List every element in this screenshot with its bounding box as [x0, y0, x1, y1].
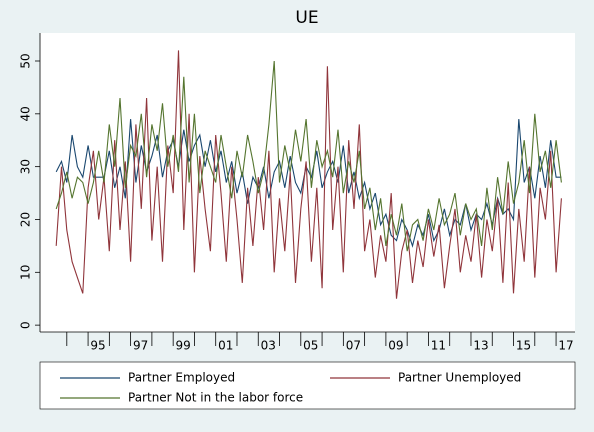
legend: [39, 361, 576, 410]
chart-title: UE: [295, 8, 318, 28]
x-tick-label: 99: [176, 339, 191, 353]
y-tick-label: 50: [19, 53, 33, 68]
y-tick-label: 40: [19, 106, 33, 121]
line-series: [55, 60, 562, 252]
x-tick-label: 03: [261, 339, 276, 353]
x-tick-label: 01: [218, 339, 233, 353]
line-series: [55, 50, 562, 299]
x-tick-label: 11: [431, 339, 446, 353]
y-tick-label: 0: [19, 321, 33, 329]
x-tick-label: 17: [558, 339, 573, 353]
x-tick-label: 15: [516, 339, 531, 353]
x-tick-label: 13: [473, 339, 488, 353]
x-tick-label: 95: [90, 339, 105, 353]
x-tick-label: 05: [303, 339, 318, 353]
y-tick-label: 20: [19, 212, 33, 227]
x-tick-label: 07: [346, 339, 361, 353]
y-tick-label: 10: [19, 265, 33, 280]
x-tick-label: 97: [133, 339, 148, 353]
y-tick-label: 30: [19, 159, 33, 174]
legend-label: Partner Unemployed: [398, 371, 521, 385]
x-tick-label: 09: [388, 339, 403, 353]
legend-label: Partner Not in the labor force: [128, 391, 303, 405]
legend-label: Partner Employed: [128, 371, 235, 385]
